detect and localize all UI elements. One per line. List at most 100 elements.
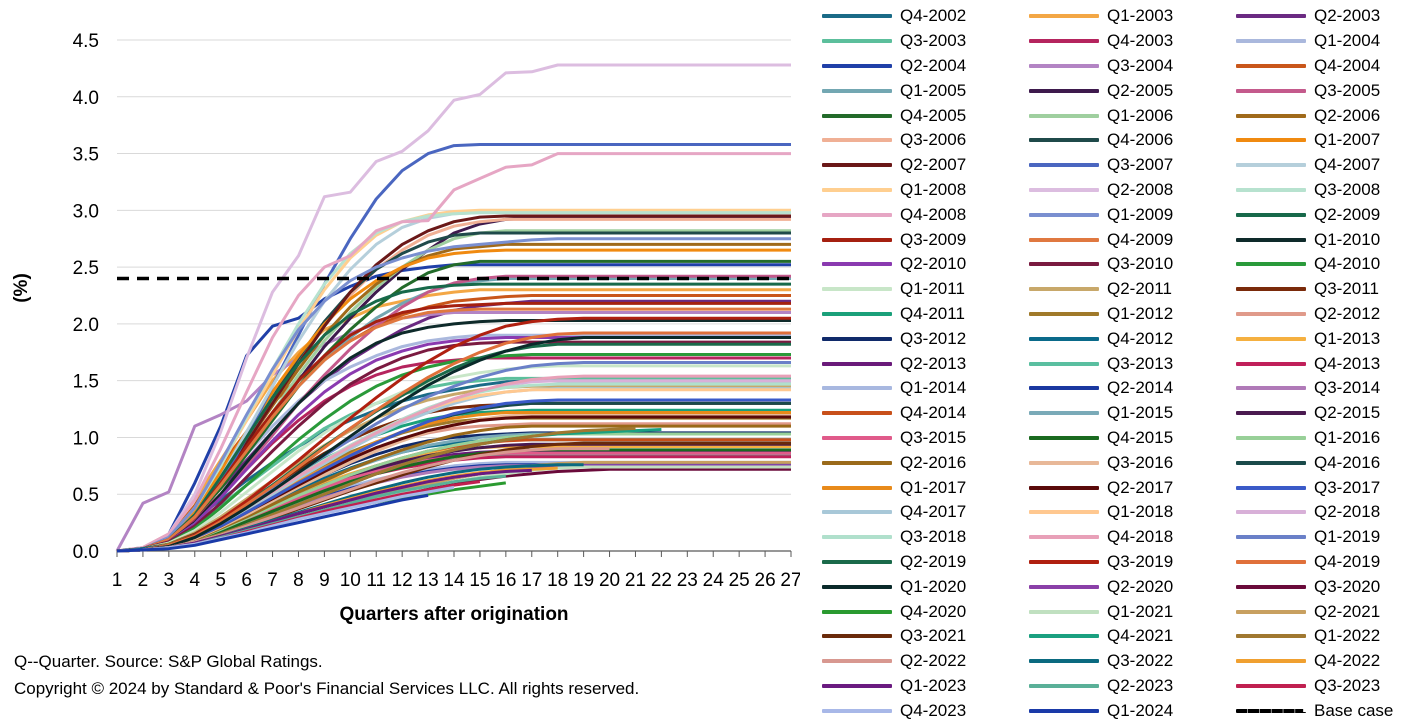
legend-item: Q1-2004 bbox=[1236, 29, 1380, 54]
legend-label: Q4-2010 bbox=[1314, 254, 1381, 274]
legend-item: Q2-2009 bbox=[1236, 202, 1380, 227]
legend-item: Q4-2002 bbox=[822, 4, 966, 29]
series-line-q1-2009 bbox=[116, 237, 791, 553]
legend-item: Q4-2017 bbox=[822, 500, 966, 525]
legend-label: Q3-2021 bbox=[900, 626, 967, 646]
legend-label: Q1-2003 bbox=[1107, 6, 1174, 26]
x-tick-label: 14 bbox=[443, 570, 465, 591]
legend-item: Q3-2009 bbox=[822, 227, 966, 252]
legend-item: Q4-2015 bbox=[1029, 426, 1173, 451]
legend-item: Q4-2004 bbox=[1236, 54, 1380, 79]
legend-label: Q3-2012 bbox=[900, 328, 967, 348]
legend-item: Q2-2015 bbox=[1236, 401, 1380, 426]
legend-swatch bbox=[1029, 634, 1099, 639]
legend-swatch bbox=[822, 187, 892, 192]
legend-item: Q2-2016 bbox=[822, 450, 966, 475]
legend-swatch bbox=[822, 113, 892, 118]
legend-label: Q1-2019 bbox=[1314, 527, 1381, 547]
series-line-q1-2024 bbox=[116, 493, 429, 553]
legend-swatch bbox=[1236, 485, 1306, 490]
legend-item: Q1-2016 bbox=[1236, 426, 1380, 451]
legend-item: Q1-2003 bbox=[1029, 4, 1173, 29]
legend-swatch bbox=[1236, 411, 1306, 416]
legend-item: Q4-2005 bbox=[822, 103, 966, 128]
legend-label: Q2-2011 bbox=[1107, 279, 1172, 299]
legend-swatch bbox=[822, 262, 892, 267]
legend-swatch bbox=[1029, 262, 1099, 267]
legend-item: Q1-2005 bbox=[822, 78, 966, 103]
legend-swatch bbox=[1029, 460, 1099, 465]
x-tick-label: 17 bbox=[521, 570, 542, 591]
legend-item: Q4-2012 bbox=[1029, 326, 1173, 351]
legend-item: Q1-2015 bbox=[1029, 401, 1173, 426]
legend-label: Q3-2018 bbox=[900, 527, 967, 547]
legend-swatch bbox=[822, 311, 892, 316]
legend-item: Q3-2011 bbox=[1236, 277, 1379, 302]
legend-swatch bbox=[822, 336, 892, 341]
legend-label: Q3-2019 bbox=[1107, 551, 1174, 571]
legend-item: Q2-2004 bbox=[822, 54, 966, 79]
legend-label: Q2-2022 bbox=[900, 651, 967, 671]
legend-swatch bbox=[1236, 187, 1306, 192]
legend-item: Q4-2011 bbox=[822, 302, 965, 327]
legend-item: Q1-2014 bbox=[822, 376, 966, 401]
legend-item: Q3-2021 bbox=[822, 624, 966, 649]
legend-swatch bbox=[822, 708, 892, 713]
legend-swatch bbox=[1029, 88, 1099, 93]
legend-label: Q2-2008 bbox=[1107, 179, 1174, 199]
legend-label: Q2-2015 bbox=[1314, 403, 1381, 423]
legend-label: Q2-2010 bbox=[900, 254, 967, 274]
legend-item: Q3-2012 bbox=[822, 326, 966, 351]
legend-swatch bbox=[1029, 609, 1099, 614]
legend-swatch bbox=[822, 460, 892, 465]
legend-item: Q1-2020 bbox=[822, 574, 966, 599]
series-line-q1-2011 bbox=[116, 364, 791, 553]
y-tick-label: 2.5 bbox=[73, 258, 99, 279]
legend-label: Q3-2015 bbox=[900, 427, 967, 447]
legend-swatch bbox=[1236, 287, 1306, 292]
legend-swatch bbox=[1029, 361, 1099, 366]
legend-swatch bbox=[1236, 163, 1306, 168]
legend-label: Q2-2017 bbox=[1107, 477, 1174, 497]
legend-swatch bbox=[822, 361, 892, 366]
legend-label: Q3-2014 bbox=[1314, 378, 1381, 398]
legend-item: Q4-2006 bbox=[1029, 128, 1173, 153]
legend-item: Q4-2021 bbox=[1029, 624, 1173, 649]
legend-label: Q1-2013 bbox=[1314, 328, 1381, 348]
series-line-q1-2007 bbox=[116, 248, 791, 553]
legend-label: Q1-2020 bbox=[900, 576, 967, 596]
x-axis-label: Quarters after origination bbox=[339, 604, 568, 625]
legend-item: Q1-2023 bbox=[822, 674, 966, 699]
legend-item: Q3-2010 bbox=[1029, 252, 1173, 277]
y-tick-label: 0.0 bbox=[73, 542, 99, 563]
legend-label: Q3-2005 bbox=[1314, 80, 1381, 100]
legend-item: Q2-2007 bbox=[822, 153, 966, 178]
legend-item: Q4-2008 bbox=[822, 202, 966, 227]
legend-item: Q2-2011 bbox=[1029, 277, 1172, 302]
legend-label: Q1-2015 bbox=[1107, 403, 1174, 423]
y-tick-label: 3.0 bbox=[73, 201, 99, 222]
legend-label: Q4-2018 bbox=[1107, 527, 1174, 547]
legend-swatch bbox=[822, 88, 892, 93]
legend-label: Q1-2024 bbox=[1107, 700, 1174, 720]
legend-swatch bbox=[822, 559, 892, 564]
legend-item: Q4-2014 bbox=[822, 401, 966, 426]
legend-label: Q3-2006 bbox=[900, 130, 967, 150]
legend-label: Q1-2023 bbox=[900, 675, 967, 695]
legend-label: Q3-2016 bbox=[1107, 452, 1174, 472]
x-tick-label: 5 bbox=[215, 570, 226, 591]
x-tick-label: 18 bbox=[547, 570, 568, 591]
legend-item: Q4-2003 bbox=[1029, 29, 1173, 54]
legend-label: Q2-2012 bbox=[1314, 303, 1381, 323]
x-tick-label: 9 bbox=[319, 570, 330, 591]
legend-label: Q4-2013 bbox=[1314, 353, 1381, 373]
legend-item: Q2-2005 bbox=[1029, 78, 1173, 103]
x-tick-label: 1 bbox=[112, 570, 123, 591]
legend-swatch bbox=[822, 485, 892, 490]
legend-swatch bbox=[822, 634, 892, 639]
series-lines bbox=[115, 63, 791, 553]
legend-item: Q4-2013 bbox=[1236, 351, 1380, 376]
legend-item: Q1-2022 bbox=[1236, 624, 1380, 649]
series-line-q4-2005 bbox=[116, 259, 791, 553]
